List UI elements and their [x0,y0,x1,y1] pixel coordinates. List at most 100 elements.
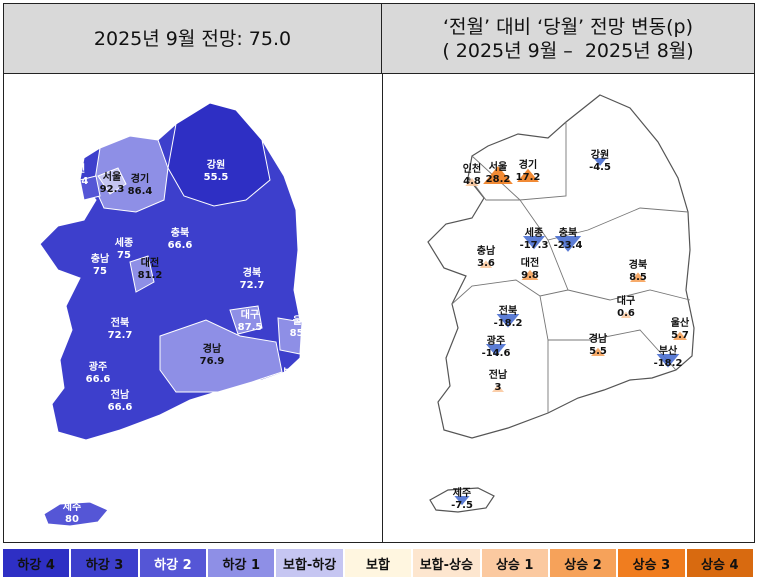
left-daejeon-region [129,255,155,293]
left-region-value: 80 [65,514,79,525]
left-region-value: 63.6 [280,380,305,391]
right-region-name: 울산 [671,316,690,329]
right-region-value: 0.6 [617,308,635,319]
right-region-value: -18.2 [494,318,523,329]
rise-marker [491,384,505,392]
left-region-name: 인천 [67,162,85,175]
left-incheon-region [79,175,101,201]
right-region-value: 5.7 [671,330,689,341]
left-ulsan-region [277,317,303,355]
left-region-name: 강원 [207,158,225,171]
panel-divider [382,74,383,542]
left-daegu-region [229,305,263,335]
left-region-name: 경북 [243,266,261,279]
left-panel-header: 2025년 9월 전망: 75.0 [4,4,382,74]
decline-marker [554,236,582,252]
left-region-value: 72.7 [240,280,265,291]
left-region-name: 대구 [241,308,259,321]
left-region-value: 76.9 [200,356,225,367]
right-region-name: 전북 [499,304,517,317]
rise-marker [521,269,539,280]
right-region-value: -18.2 [654,358,683,369]
legend-item: 하강 2 [139,549,209,577]
left-jeju-island [43,501,109,527]
left-region-name: 부산 [283,366,302,379]
right-region-name: 강원 [591,148,609,161]
left-region-value: 87.5 [238,322,263,333]
left-gyeongnam-region [159,319,283,393]
legend-item: 보합 [344,549,414,577]
left-region-value: 92.3 [100,184,125,195]
right-province-borders [451,122,691,413]
right-region-value: 8.5 [629,272,647,283]
left-region-name: 충남 [91,252,110,265]
right-region-value: -4.5 [589,162,611,173]
left-seoul-region [97,167,127,195]
right-map [427,94,695,513]
left-region-value: 85.7 [290,328,315,339]
right-region-name: 세종 [525,226,543,239]
right-region-value: 4.8 [463,176,481,187]
left-region-value: 66.6 [86,374,111,385]
left-region-value: 71.4 [64,176,89,187]
left-region-name: 경남 [203,342,222,355]
right-region-name: 경북 [629,258,647,271]
right-panel-header: ‘전월’ 대비 ‘당월’ 전망 변동(p) ( 2025년 9월 – 2025년… [382,4,754,74]
legend-item: 하강 4 [3,549,72,577]
right-region-value: -23.4 [554,240,583,251]
right-region-value: -17.3 [520,240,549,251]
right-region-value: 17.2 [516,172,541,183]
decline-marker [485,344,507,357]
right-region-name: 전남 [489,368,508,381]
right-region-name: 부산 [659,344,678,357]
legend-item: 상승 3 [618,549,687,577]
rise-marker [516,168,540,182]
legend-item: 보합-상승 [413,549,482,577]
left-region-value: 81.2 [138,270,163,281]
legend-item: 상승 4 [686,549,755,577]
left-region-value: 66.6 [168,240,193,251]
left-region-name: 전남 [111,388,130,401]
right-region-name: 충북 [559,226,577,239]
right-region-value: -14.6 [482,348,511,359]
rise-marker [620,311,632,318]
left-region-name: 충북 [171,226,189,239]
decline-marker [656,354,680,368]
right-panel-title-line2: ( 2025년 9월 – 2025년 8월) [442,39,694,62]
left-region-name: 대전 [141,256,159,269]
left-region-name: 광주 [89,361,107,373]
decline-marker [522,236,546,250]
right-region-name: 경남 [589,332,608,345]
right-region-value: -7.5 [451,500,473,511]
right-region-value: 28.2 [486,174,511,185]
color-legend: 하강 4 하강 3 하강 2 하강 1 보합-하강 보합 보합-상승 상승 1 상승 2 상승 3… [3,549,755,577]
right-mainland-outline [427,94,695,439]
right-region-value: 9.8 [521,270,539,281]
right-region-name: 서울 [489,160,507,173]
legend-item: 하강 1 [208,549,277,577]
right-region-name: 인천 [463,162,481,175]
rise-marker [479,260,493,268]
right-region-name: 광주 [487,335,505,347]
legend-item: 보합-하강 [276,549,345,577]
left-region-name: 울산 [293,314,312,327]
map-frame: 2025년 9월 전망: 75.0 ‘전월’ 대비 ‘당월’ 전망 변동(p) … [3,3,755,543]
legend-item: 상승 2 [549,549,619,577]
left-region-name: 전북 [111,316,129,329]
left-region-name: 경기 [131,172,149,185]
right-region-name: 제주 [453,486,471,499]
left-region-name: 제주 [63,500,81,513]
right-region-labels: 인천4.8서울28.2경기17.2강원-4.5세종-17.3충북-23.4충남3… [451,148,690,511]
left-region-name: 서울 [103,170,121,183]
left-region-value: 75 [117,250,131,261]
left-region-value: 75 [93,266,107,277]
left-gangwon-region [167,102,271,207]
right-region-value: 5.5 [589,346,607,357]
decline-marker [496,314,520,328]
decline-marker [593,158,607,166]
rise-marker [483,166,513,184]
right-region-value: 3.6 [477,258,495,269]
right-region-name: 대구 [617,294,635,307]
rise-marker [630,272,646,282]
